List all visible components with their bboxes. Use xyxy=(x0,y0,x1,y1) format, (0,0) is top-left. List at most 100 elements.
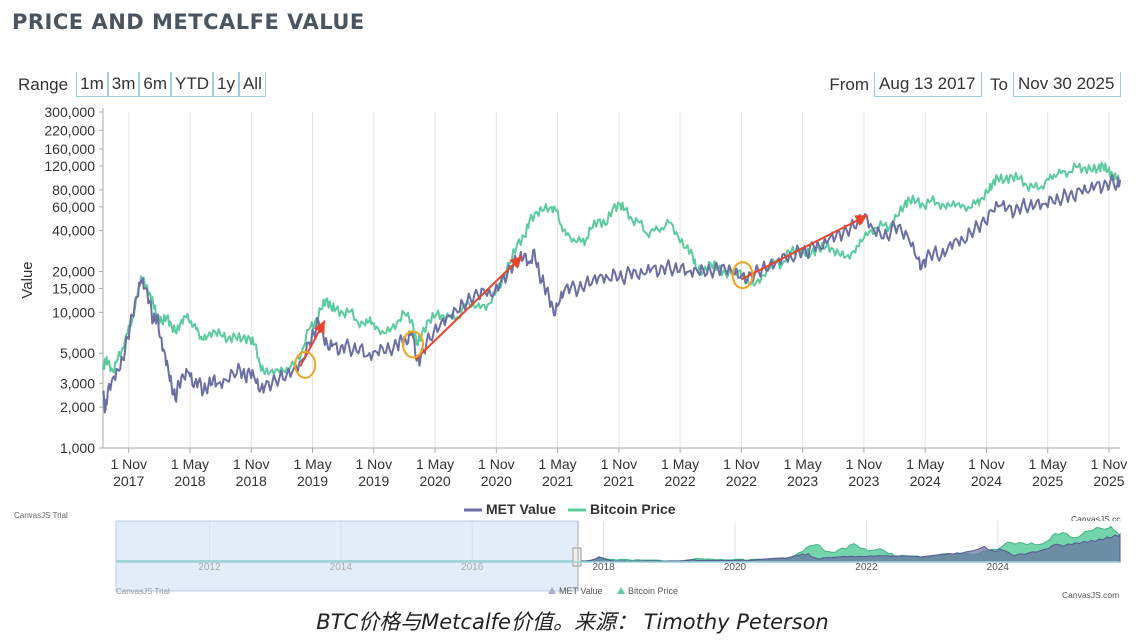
date-range-selector: From Aug 13 2017 To Nov 30 2025 xyxy=(829,72,1121,97)
trend-arrow xyxy=(414,255,523,361)
navigator-axis-label: 2016 xyxy=(461,562,484,573)
chart-annotations xyxy=(294,214,869,379)
y-tick-label: 3,000 xyxy=(60,375,95,391)
y-tick-label: 5,000 xyxy=(60,345,95,361)
x-tick-label-month: 1 Nov xyxy=(846,456,883,472)
y-tick-label: 300,000 xyxy=(44,104,95,120)
navigator-axis-label: 2014 xyxy=(330,562,353,573)
y-tick-label: 120,000 xyxy=(44,158,95,174)
x-tick-label-month: 1 May xyxy=(906,456,944,472)
from-label: From xyxy=(829,74,870,94)
x-tick-label-month: 1 May xyxy=(1029,456,1067,472)
bitcoin-price-line xyxy=(102,161,1121,376)
y-tick-label: 40,000 xyxy=(52,223,95,239)
x-tick-label-year: 2025 xyxy=(1093,473,1124,489)
x-tick-label-year: 2019 xyxy=(297,473,328,489)
x-tick-label-year: 2020 xyxy=(419,473,450,489)
x-tick-label-month: 1 May xyxy=(539,456,577,472)
x-tick-label-month: 1 Nov xyxy=(233,456,270,472)
range-button-ytd[interactable]: YTD xyxy=(170,72,213,97)
y-tick-label: 2,000 xyxy=(60,399,95,415)
range-button-1m[interactable]: 1m xyxy=(76,72,108,97)
x-tick-label-year: 2024 xyxy=(910,473,941,489)
trend-arrow xyxy=(299,320,326,367)
highlight-circle xyxy=(294,350,317,379)
x-tick-label-year: 2025 xyxy=(1032,473,1063,489)
highlight-circle xyxy=(731,261,754,290)
chart-gridlines xyxy=(128,112,1110,448)
page-title: PRICE AND METCALFE VALUE xyxy=(12,10,365,34)
x-tick-label-month: 1 Nov xyxy=(968,456,1005,472)
x-tick-label-month: 1 May xyxy=(661,456,699,472)
x-tick-label-month: 1 Nov xyxy=(356,456,393,472)
x-tick-label-month: 1 Nov xyxy=(723,456,760,472)
y-tick-label: 220,000 xyxy=(44,122,95,138)
navigator-axis-label: 2018 xyxy=(592,562,615,573)
navigator-axis-label: 2024 xyxy=(987,562,1010,573)
y-tick-label: 60,000 xyxy=(52,199,95,215)
met-value-line xyxy=(102,174,1121,414)
navigator-credit-bottom: CanvasJS.com xyxy=(1062,590,1119,600)
to-label: To xyxy=(990,74,1008,94)
y-tick-label: 15,000 xyxy=(52,280,95,296)
to-date-input[interactable]: Nov 30 2025 xyxy=(1013,72,1121,97)
x-tick-label-year: 2023 xyxy=(848,473,879,489)
navigator-credit-top: CanvasJS.cc xyxy=(1071,514,1121,524)
x-tick-label-year: 2022 xyxy=(726,473,757,489)
x-tick-label-year: 2023 xyxy=(787,473,818,489)
navigator-left-handle[interactable] xyxy=(572,547,582,567)
navigator-axis-label: 2022 xyxy=(855,562,878,573)
range-label: Range xyxy=(18,74,69,94)
navigator-axis-label: 2020 xyxy=(724,562,747,573)
navigator-legend-btc-label: Bitcoin Price xyxy=(628,586,678,596)
range-button-1y[interactable]: 1y xyxy=(212,72,239,97)
range-selector: Range 1m 3m 6m YTD 1y All xyxy=(18,72,266,97)
x-tick-label-year: 2020 xyxy=(481,473,512,489)
navigator-legend-met-label: MET Value xyxy=(559,586,603,596)
navigator-unselected-mask[interactable] xyxy=(115,520,579,592)
y-tick-label: 10,000 xyxy=(52,304,95,320)
x-tick-label-month: 1 Nov xyxy=(601,456,638,472)
highlight-circle xyxy=(402,330,425,359)
navigator-trial-label-bottom: CanvasJS Trial xyxy=(116,587,170,596)
x-tick-label-year: 2021 xyxy=(603,473,634,489)
chart-series xyxy=(102,161,1121,414)
x-tick-label-month: 1 May xyxy=(416,456,454,472)
x-tick-label-year: 2021 xyxy=(542,473,573,489)
x-tick-label-year: 2022 xyxy=(665,473,696,489)
range-button-3m[interactable]: 3m xyxy=(107,72,140,97)
trend-arrow xyxy=(740,214,869,281)
y-tick-label: 80,000 xyxy=(52,182,95,198)
x-tick-label-year: 2018 xyxy=(236,473,267,489)
legend-met-label[interactable]: MET Value xyxy=(486,501,556,517)
range-button-all[interactable]: All xyxy=(238,72,266,97)
from-date-input[interactable]: Aug 13 2017 xyxy=(874,72,983,97)
navigator-legend-btc-icon xyxy=(617,587,625,594)
x-tick-label-month: 1 May xyxy=(784,456,822,472)
navigator-axis-label: 2012 xyxy=(198,562,221,573)
navigator-met-area xyxy=(578,532,1121,563)
y-tick-label: 20,000 xyxy=(52,264,95,280)
x-tick-label-year: 2017 xyxy=(113,473,144,489)
x-tick-label-year: 2018 xyxy=(174,473,205,489)
x-tick-label-month: 1 Nov xyxy=(478,456,515,472)
x-tick-label-month: 1 Nov xyxy=(1091,456,1128,472)
navigator-axis-labels: 2012 2014 2016 2018 2020 2022 2024 xyxy=(198,562,1009,573)
y-axis-title: Value xyxy=(19,261,36,298)
x-tick-label-month: 1 May xyxy=(293,456,331,472)
y-tick-label: 160,000 xyxy=(44,141,95,157)
x-tick-label-year: 2019 xyxy=(358,473,389,489)
legend-btc-label[interactable]: Bitcoin Price xyxy=(590,501,676,517)
legend: MET Value Bitcoin Price xyxy=(464,501,676,517)
navigator: CanvasJS Trial CanvasJS.cc 2012 2014 2016 2… xyxy=(14,511,1121,600)
navigator-trial-label-top: CanvasJS Trial xyxy=(14,511,68,520)
x-tick-label-month: 1 May xyxy=(171,456,209,472)
x-tick-label-year: 2024 xyxy=(971,473,1002,489)
x-tick-label-month: 1 Nov xyxy=(110,456,147,472)
range-button-6m[interactable]: 6m xyxy=(139,72,171,97)
navigator-legend-met-icon xyxy=(548,587,556,594)
y-tick-label: 1,000 xyxy=(60,440,95,456)
